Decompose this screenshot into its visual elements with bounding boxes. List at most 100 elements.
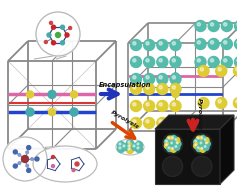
Circle shape [170, 146, 177, 152]
Circle shape [60, 25, 64, 29]
Circle shape [50, 21, 53, 24]
Circle shape [208, 39, 219, 50]
Circle shape [70, 108, 78, 116]
Circle shape [218, 68, 221, 71]
Circle shape [174, 137, 180, 143]
Circle shape [3, 137, 47, 181]
Circle shape [137, 143, 139, 145]
Circle shape [218, 100, 221, 103]
Circle shape [144, 118, 155, 129]
Circle shape [195, 144, 197, 146]
Circle shape [192, 134, 212, 154]
Circle shape [47, 33, 51, 37]
Circle shape [55, 33, 60, 37]
Circle shape [204, 146, 206, 147]
Circle shape [159, 59, 162, 62]
Circle shape [163, 156, 182, 176]
Circle shape [133, 76, 136, 79]
Circle shape [205, 142, 207, 144]
Circle shape [197, 59, 201, 62]
Circle shape [27, 91, 33, 98]
Circle shape [146, 103, 149, 106]
Circle shape [196, 136, 202, 142]
Circle shape [157, 74, 168, 84]
Circle shape [201, 147, 203, 149]
Circle shape [159, 86, 162, 89]
Circle shape [200, 68, 204, 71]
Text: Encapsulation: Encapsulation [99, 82, 151, 88]
Circle shape [144, 40, 155, 50]
Circle shape [195, 140, 197, 142]
Circle shape [172, 73, 179, 80]
Circle shape [175, 141, 181, 147]
Polygon shape [220, 115, 234, 184]
Circle shape [157, 57, 168, 67]
Circle shape [133, 86, 136, 89]
Text: Pyrolysis: Pyrolysis [110, 110, 140, 130]
Circle shape [167, 146, 173, 152]
Circle shape [204, 141, 210, 147]
Circle shape [119, 147, 121, 149]
Circle shape [223, 41, 227, 44]
Circle shape [233, 66, 237, 77]
Circle shape [204, 139, 206, 140]
Circle shape [223, 59, 227, 62]
Circle shape [128, 145, 130, 147]
Circle shape [210, 41, 214, 44]
Circle shape [198, 98, 209, 108]
Circle shape [22, 156, 28, 163]
Circle shape [236, 68, 237, 71]
Circle shape [136, 146, 142, 153]
Circle shape [48, 91, 56, 98]
Circle shape [221, 57, 232, 67]
Circle shape [221, 39, 232, 50]
Circle shape [128, 148, 130, 150]
Circle shape [123, 145, 125, 147]
Circle shape [131, 84, 141, 94]
Circle shape [195, 20, 206, 32]
Circle shape [122, 143, 128, 150]
Circle shape [27, 146, 31, 149]
Circle shape [36, 12, 80, 56]
Circle shape [128, 141, 130, 143]
Circle shape [201, 137, 203, 138]
Circle shape [200, 136, 206, 141]
Circle shape [170, 136, 177, 141]
Circle shape [144, 74, 155, 84]
Circle shape [172, 147, 173, 149]
Circle shape [44, 40, 47, 43]
Circle shape [131, 40, 141, 50]
Circle shape [51, 156, 55, 159]
Circle shape [197, 23, 201, 26]
Circle shape [146, 42, 149, 45]
Circle shape [118, 142, 124, 149]
Ellipse shape [33, 146, 97, 182]
Ellipse shape [116, 139, 144, 155]
Circle shape [200, 146, 206, 152]
Circle shape [166, 144, 167, 146]
Circle shape [197, 147, 199, 149]
Circle shape [133, 120, 136, 123]
Circle shape [157, 101, 168, 112]
Circle shape [200, 142, 202, 144]
Circle shape [127, 143, 133, 150]
Circle shape [146, 86, 149, 89]
Circle shape [223, 23, 227, 26]
Text: Pyrolysis: Pyrolysis [197, 98, 202, 130]
Circle shape [133, 42, 136, 45]
Circle shape [60, 41, 64, 45]
Circle shape [26, 164, 28, 167]
Circle shape [170, 74, 181, 84]
Circle shape [170, 57, 181, 67]
Circle shape [234, 39, 237, 50]
Circle shape [175, 146, 177, 147]
Circle shape [144, 84, 155, 94]
Circle shape [159, 42, 162, 45]
Circle shape [172, 59, 176, 62]
Circle shape [194, 139, 200, 145]
Circle shape [168, 137, 170, 139]
Circle shape [172, 103, 176, 106]
Circle shape [175, 139, 177, 140]
Circle shape [27, 168, 31, 172]
Circle shape [144, 57, 155, 67]
